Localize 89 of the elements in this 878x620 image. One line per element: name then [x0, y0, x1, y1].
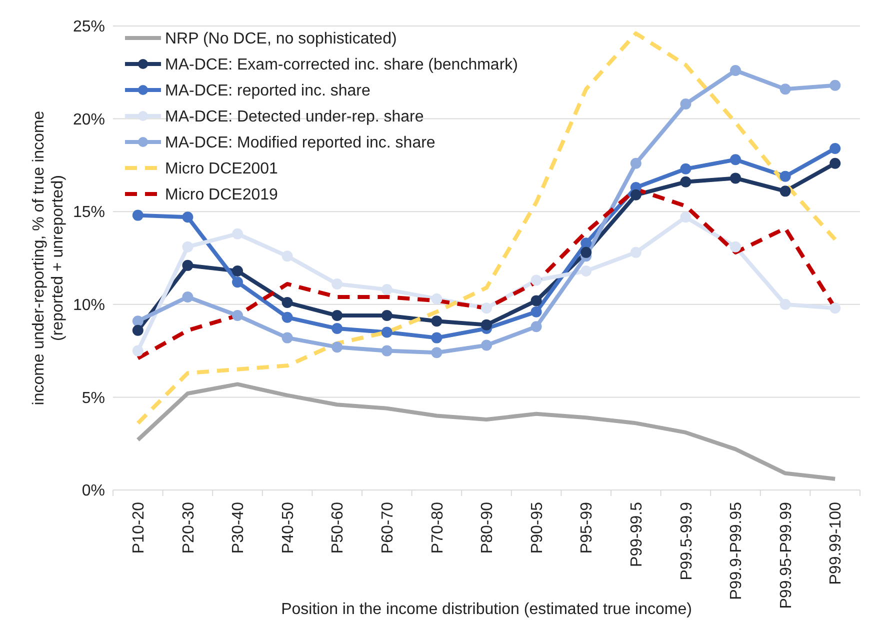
point — [332, 323, 343, 334]
legend-label: NRP (No DCE, no sophisticated) — [165, 30, 397, 48]
x-tick-label: P10-20 — [130, 502, 148, 554]
legend-label: Micro DCE2019 — [165, 186, 278, 204]
point — [132, 324, 144, 336]
point — [282, 297, 293, 308]
x-tick-label: P99.99-100 — [828, 502, 845, 585]
point — [680, 212, 692, 223]
point — [680, 163, 692, 174]
x-tick-label: P20-30 — [180, 502, 198, 554]
x-tick-label: P80-90 — [479, 502, 496, 554]
point — [381, 345, 392, 356]
point — [730, 172, 741, 184]
x-tick-label: P40-50 — [280, 502, 297, 554]
y-axis-title: income under-reporting, % of true income (reported + unreported) — [30, 110, 67, 406]
point — [431, 347, 442, 358]
point — [431, 332, 442, 344]
x-tick-label: P99-99.5 — [628, 502, 646, 567]
point — [530, 321, 542, 332]
x-tick-label: P99.9-P99.95 — [728, 502, 746, 600]
point — [431, 316, 442, 327]
point — [630, 246, 642, 258]
point — [580, 246, 592, 258]
point — [232, 276, 243, 288]
point — [282, 312, 293, 323]
x-tick-label: P99.5-99.9 — [678, 502, 696, 580]
x-tick-label: P60-70 — [380, 502, 396, 554]
line-series — [136, 31, 838, 426]
point — [232, 310, 243, 322]
point — [830, 302, 841, 314]
point — [232, 228, 243, 240]
point — [132, 345, 144, 356]
point — [530, 295, 542, 306]
x-tick-label: P70-80 — [429, 502, 446, 554]
point — [830, 158, 841, 169]
point — [530, 306, 542, 318]
x-tick-label: P99.95-P99.99 — [778, 502, 795, 609]
point — [780, 170, 791, 182]
point — [780, 84, 791, 95]
x-axis-title: Position in the income distribution (estimated true income) — [281, 601, 692, 618]
x-tick-label: P50-60 — [330, 502, 347, 554]
point — [580, 238, 592, 249]
point — [830, 142, 841, 154]
point — [332, 278, 343, 290]
point — [182, 260, 194, 271]
point — [680, 98, 692, 110]
line-series — [136, 382, 838, 481]
point — [182, 291, 194, 302]
x-tick-label: P30-40 — [230, 502, 248, 554]
point — [830, 80, 841, 91]
point — [332, 342, 343, 353]
point — [680, 176, 692, 188]
point — [580, 265, 592, 276]
y-tick-label: 25% — [72, 18, 105, 36]
y-tick-label: 20% — [72, 111, 105, 128]
point — [780, 186, 791, 197]
x-tick-label: P90-95 — [528, 502, 546, 554]
point — [282, 250, 293, 262]
point — [530, 274, 542, 286]
point — [730, 154, 741, 166]
legend-label: MA-DCE: Detected under-rep. share — [165, 108, 424, 126]
point — [182, 241, 194, 252]
point — [132, 210, 144, 221]
point — [481, 319, 492, 330]
y-tick-label: 15% — [72, 204, 105, 222]
x-tick-label: P95-99 — [578, 502, 596, 554]
legend-label: Micro DCE2001 — [165, 160, 278, 178]
point — [730, 65, 741, 76]
point — [381, 284, 392, 296]
point — [630, 158, 642, 169]
y-tick-label: 5% — [82, 390, 105, 407]
legend-label: MA-DCE: reported inc. share — [165, 82, 371, 100]
point — [730, 241, 741, 252]
point — [481, 302, 492, 314]
legend-label: MA-DCE: Modified reported inc. share — [165, 134, 436, 152]
point — [381, 326, 392, 338]
point — [182, 212, 194, 223]
point — [481, 340, 492, 351]
point — [282, 332, 293, 344]
y-tick-label: 10% — [72, 297, 105, 314]
point — [132, 316, 144, 327]
point — [332, 310, 343, 322]
point — [431, 293, 442, 304]
y-tick-label: 0% — [82, 482, 105, 500]
legend-label: MA-DCE: Exam-corrected inc. share (benchmark) — [165, 56, 518, 74]
point — [780, 298, 791, 310]
point — [232, 265, 243, 276]
point — [630, 189, 642, 200]
point — [381, 310, 392, 322]
